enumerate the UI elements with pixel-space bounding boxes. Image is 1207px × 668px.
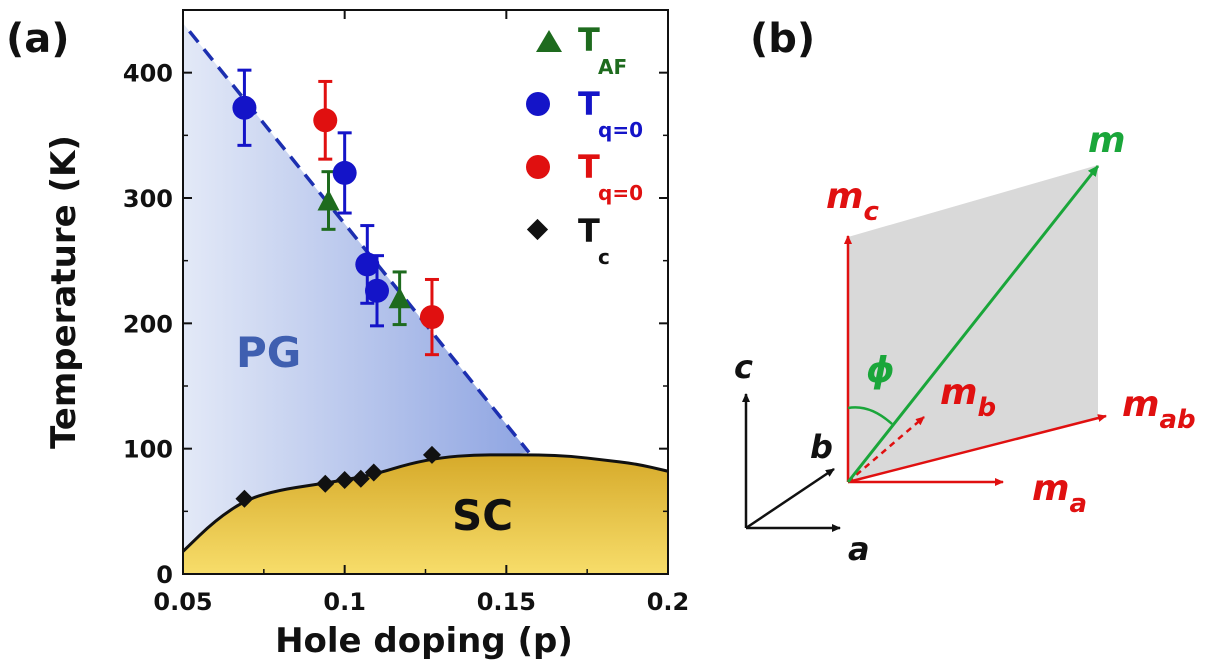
mc-label: mc <box>826 176 880 227</box>
phi-angle-arc <box>847 406 893 425</box>
legend-label-tq0-blue: T <box>578 85 600 123</box>
x-tick-label: 0.15 <box>477 588 536 616</box>
mab-label: mab <box>1122 384 1196 435</box>
data-point-triangle <box>388 287 411 309</box>
legend-sub-tq0-red: q=0 <box>598 181 643 205</box>
data-point-circle <box>365 278 389 303</box>
mc-label-sub: c <box>864 197 880 227</box>
data-point-diamond <box>422 445 441 464</box>
data-point-diamond <box>364 463 383 482</box>
legend-marker-tc <box>526 218 549 241</box>
mab-label-sub: ab <box>1160 405 1196 435</box>
x-axis-title: Hole doping (p) <box>275 621 573 661</box>
y-tick-label: 400 <box>123 60 173 88</box>
b-axis-arrow <box>745 467 835 530</box>
data-point-diamond <box>316 474 335 493</box>
ma-label-base: m <box>1032 468 1070 509</box>
mc-label-base: m <box>826 176 864 217</box>
data-point-triangle <box>317 189 340 211</box>
legend-marker-taf <box>536 30 562 52</box>
a-axis-label: a <box>848 530 870 568</box>
y-axis-title: Temperature (K) <box>44 135 84 449</box>
mb-label-sub: b <box>978 393 997 423</box>
mab-vector <box>847 414 1107 484</box>
data-point-circle <box>332 160 357 185</box>
m-label: m <box>1088 120 1126 161</box>
legend-label-tq0-red: T <box>578 148 600 186</box>
axis-ticks: 0.05 0.1 0.15 0.2 0 100 200 300 400 <box>123 10 689 616</box>
data-point-diamond <box>335 471 354 489</box>
ma-label: ma <box>1032 468 1087 519</box>
y-tick-label: 200 <box>123 310 173 338</box>
x-tick-label: 0.05 <box>153 588 212 616</box>
legend-marker-tq0-red <box>526 155 550 179</box>
mb-label: mb <box>940 372 996 423</box>
b-axis-label: b <box>810 428 833 466</box>
phase-regions <box>183 23 668 574</box>
legend-sub-tc: c <box>598 245 610 269</box>
legend-label-taf: T <box>578 21 600 59</box>
panel-b-label: (b) <box>750 16 815 62</box>
legend: T AF T q=0 T q=0 T c <box>526 21 643 269</box>
y-tick-label: 0 <box>156 561 173 589</box>
pseudogap-dashed-line <box>188 30 531 454</box>
data-point-circle <box>313 108 338 133</box>
moment-diagram: c b a m mc mb mab ma ϕ <box>734 120 1196 568</box>
data-point-diamond <box>351 469 370 488</box>
panel-a-label: (a) <box>6 16 70 62</box>
data-point-circle <box>419 305 444 330</box>
m-vector <box>846 165 1100 483</box>
legend-sub-taf: AF <box>598 55 627 79</box>
x-tick-label: 0.1 <box>323 588 366 616</box>
mb-label-base: m <box>940 372 978 413</box>
x-tick-label: 0.2 <box>647 588 690 616</box>
pg-region-label: PG <box>236 328 301 377</box>
y-tick-label: 300 <box>123 185 173 213</box>
data-point-circle <box>232 95 257 120</box>
mab-label-base: m <box>1122 384 1160 425</box>
legend-label-tc: T <box>578 212 600 250</box>
mb-vector <box>847 416 925 483</box>
pseudogap-region <box>183 23 529 552</box>
phi-label: ϕ <box>866 350 895 391</box>
sc-region-label: SC <box>452 491 513 540</box>
y-tick-label: 100 <box>123 436 173 464</box>
data-marks <box>232 68 444 508</box>
ma-label-sub: a <box>1070 489 1088 519</box>
legend-sub-tq0-blue: q=0 <box>598 118 643 142</box>
superconducting-region <box>183 454 668 574</box>
c-axis-label: c <box>734 348 753 386</box>
legend-marker-tq0-blue <box>526 92 550 116</box>
data-point-diamond <box>235 489 254 508</box>
data-point-circle <box>355 252 380 277</box>
